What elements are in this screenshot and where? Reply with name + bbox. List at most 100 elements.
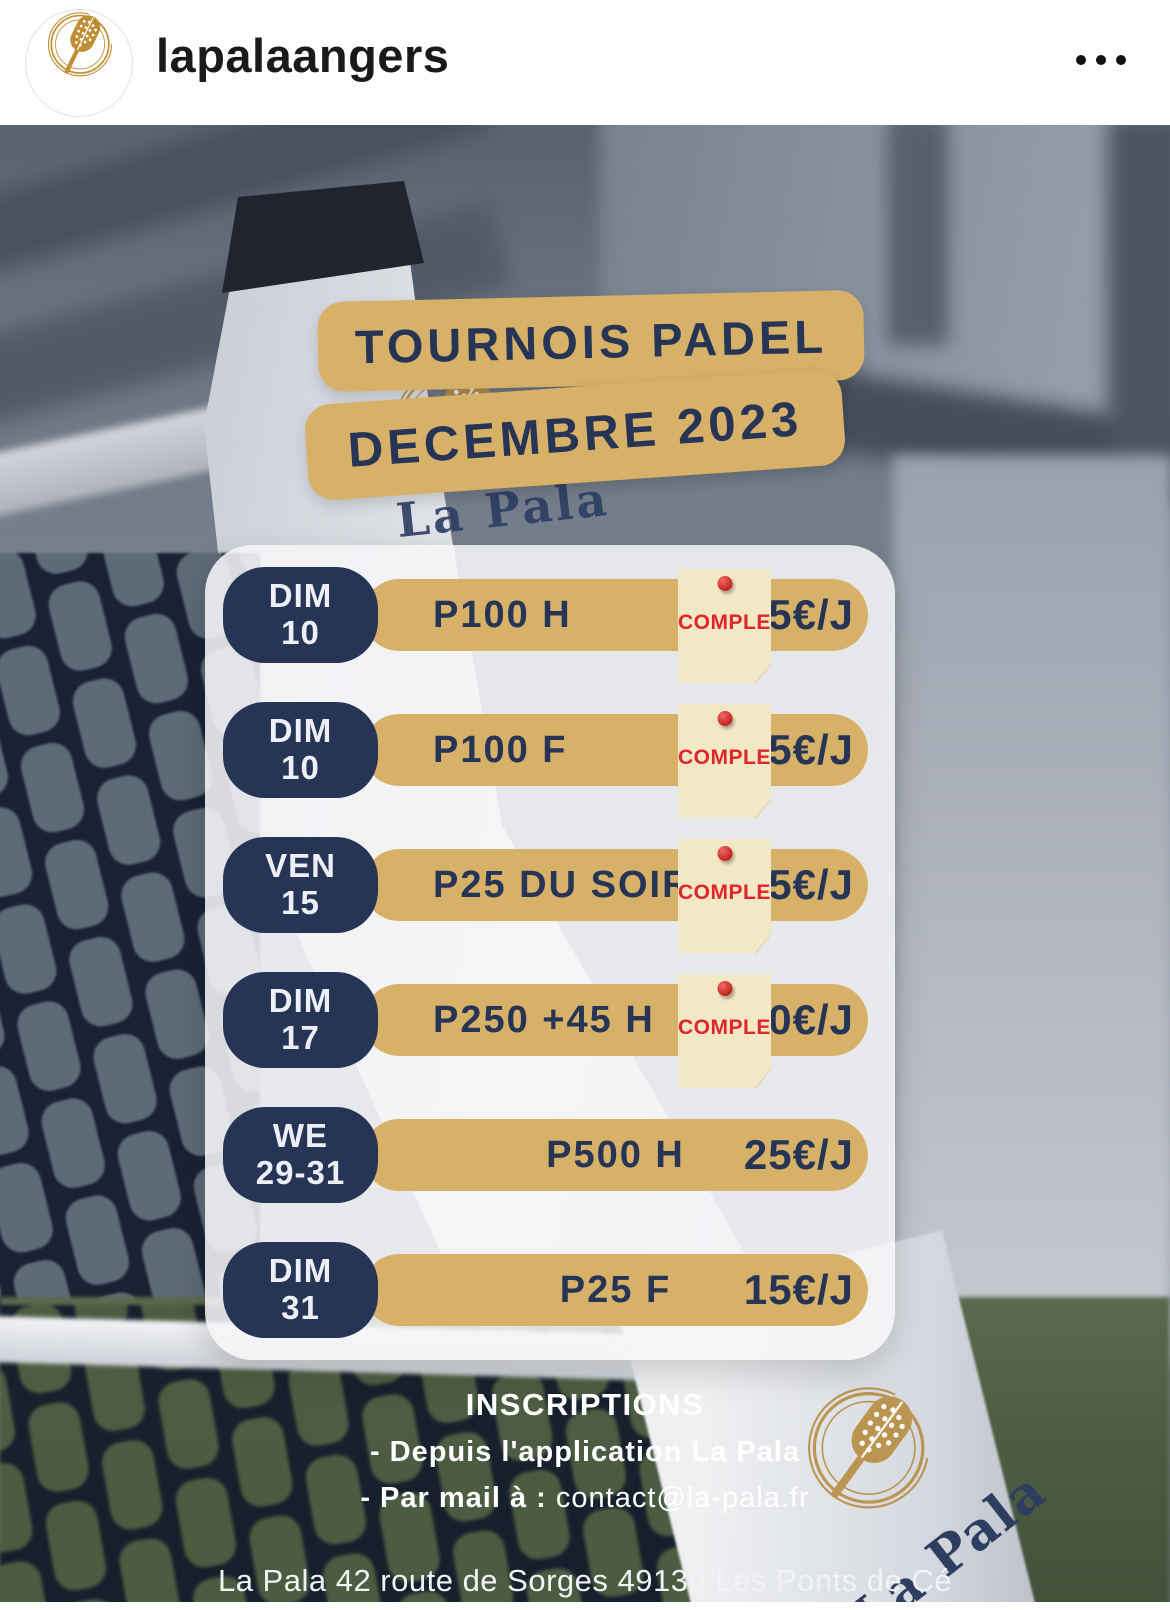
day-label: DIM	[268, 1252, 333, 1290]
tournament-label: P250 +45 H	[433, 998, 655, 1041]
note-fold	[755, 934, 771, 953]
pushpin-icon	[717, 711, 732, 726]
day-label: DIM	[268, 982, 333, 1020]
tournament-label: P100 H	[433, 593, 572, 636]
status-note: COMPLET	[678, 569, 771, 683]
tournament-row: P100 F 15€/J COMPLET DIM 10	[223, 702, 877, 818]
tournament-row: P250 +45 H 20€/J COMPLET DIM 17	[223, 972, 877, 1088]
tournament-price: 15€/J	[743, 726, 854, 773]
day-label: VEN	[265, 847, 336, 885]
poster-title-2: DECEMBRE 2023	[346, 392, 804, 478]
net-post	[204, 187, 942, 1602]
inscriptions-line-mail: - Par mail à : contact@la-pala.fr	[0, 1482, 1170, 1515]
status-note: COMPLET	[678, 839, 771, 953]
status-note: COMPLET	[678, 704, 771, 818]
date-pill: DIM 10	[223, 702, 378, 798]
more-options-button[interactable]	[1036, 38, 1126, 82]
poster-image: La Pala	[0, 125, 1170, 1602]
status-text: COMPLET	[678, 746, 785, 769]
date-pill: WE 29-31	[223, 1107, 378, 1203]
pushpin-icon	[717, 576, 732, 591]
status-text: COMPLET	[678, 1016, 785, 1039]
schedule-card: P100 H 15€/J COMPLET DIM 10 P100 F 15€/J…	[205, 545, 895, 1360]
tournament-rows: P100 H 15€/J COMPLET DIM 10 P100 F 15€/J…	[223, 567, 877, 1338]
note-fold	[755, 664, 771, 683]
tournament-row: P500 H 25€/J WE 29-31	[223, 1107, 877, 1203]
net-mesh	[0, 553, 260, 1383]
date-label: 10	[281, 749, 320, 786]
net-tape	[0, 392, 293, 520]
flag-brand-text: La Pala	[841, 1459, 1058, 1602]
inscriptions-line-app: - Depuis l'application La Pala	[369, 1436, 801, 1468]
post-racket-emblem-icon	[378, 345, 521, 516]
tournament-label: P500 H	[546, 1133, 685, 1176]
day-label: WE	[272, 1117, 329, 1155]
status-note: COMPLET	[678, 974, 771, 1088]
mail-label: - Par mail à :	[360, 1482, 547, 1514]
dot-icon	[1116, 55, 1126, 65]
tournament-bar: P250 +45 H 20€/J	[363, 984, 868, 1056]
tournament-price: 15€/J	[743, 591, 854, 638]
day-label: DIM	[268, 577, 333, 615]
venue-address: La Pala 42 route de Sorges 49130 Les Pon…	[217, 1563, 953, 1598]
status-text: COMPLET	[678, 611, 785, 634]
tournament-bar: P25 DU SOIR 15€/J	[363, 849, 868, 921]
tournament-row: P25 DU SOIR 15€/J COMPLET VEN 15	[223, 837, 877, 953]
mail-address: contact@la-pala.fr	[555, 1482, 810, 1514]
tournament-row: P25 F 15€/J DIM 31	[223, 1242, 877, 1338]
tournament-row: P100 H 15€/J COMPLET DIM 10	[223, 567, 877, 683]
status-text: COMPLET	[678, 881, 785, 904]
date-pill: VEN 15	[223, 837, 378, 933]
poster-title-1: TOURNOIS PADEL	[354, 309, 828, 373]
profile-avatar[interactable]	[26, 10, 132, 116]
tournament-label: P25 DU SOIR	[433, 863, 692, 906]
dot-icon	[1096, 55, 1106, 65]
tournament-price: 15€/J	[743, 861, 854, 908]
flag-racket-logo-icon	[784, 1360, 950, 1553]
bg-wall-panel	[600, 125, 1170, 425]
tournament-price: 25€/J	[743, 1131, 854, 1178]
tournament-price: 20€/J	[743, 996, 854, 1043]
date-pill: DIM 17	[223, 972, 378, 1068]
tournament-label: P25 F	[559, 1268, 672, 1311]
pushpin-icon	[717, 981, 732, 996]
net-post-cap	[222, 181, 424, 293]
tournament-price: 15€/J	[743, 1266, 854, 1313]
post-brand-text: La Pala	[393, 471, 613, 550]
date-label: 31	[281, 1289, 320, 1326]
note-fold	[755, 799, 771, 818]
dot-icon	[1076, 55, 1086, 65]
bg-beam	[0, 125, 490, 278]
day-label: DIM	[268, 712, 333, 750]
court-ground	[0, 1297, 1170, 1602]
inscriptions-block: INSCRIPTIONS - Depuis l'application La P…	[0, 1387, 1170, 1515]
note-fold	[755, 1069, 771, 1088]
bg-beam	[0, 201, 512, 435]
tournament-bar: P100 F 15€/J	[363, 714, 868, 786]
date-label: 10	[281, 614, 320, 651]
net-mesh-bottom	[0, 1305, 800, 1602]
bg-beam	[888, 125, 948, 345]
tournament-label: P100 F	[433, 728, 568, 771]
date-label: 17	[281, 1019, 320, 1056]
pushpin-icon	[717, 846, 732, 861]
bg-beam	[617, 338, 1170, 510]
net-bottom-tape	[0, 1315, 641, 1381]
tournament-bar: P100 H 15€/J	[363, 579, 868, 651]
tournament-bar: P500 H 25€/J	[363, 1119, 868, 1191]
username[interactable]: lapalaangers	[156, 29, 450, 82]
bg-beam	[1108, 125, 1170, 495]
inscriptions-title: INSCRIPTIONS	[465, 1387, 705, 1422]
date-pill: DIM 10	[223, 567, 378, 663]
title-banner-line2: DECEMBRE 2023	[303, 368, 847, 502]
tournament-bar: P25 F 15€/J	[363, 1254, 868, 1326]
date-label: 29-31	[255, 1154, 346, 1191]
date-pill: DIM 31	[223, 1242, 378, 1338]
padel-racket-logo-icon	[27, 10, 131, 115]
title-banner-line1: TOURNOIS PADEL	[317, 289, 865, 393]
white-flag	[618, 1230, 1059, 1602]
bg-wall	[893, 455, 1170, 1365]
post-header: lapalaangers	[0, 0, 1170, 125]
date-label: 15	[281, 884, 320, 921]
